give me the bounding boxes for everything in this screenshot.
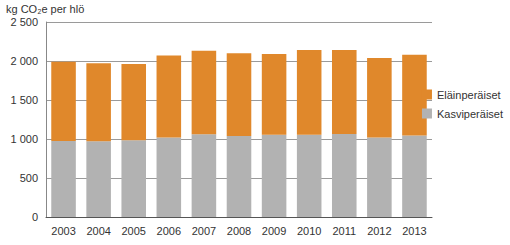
- svg-text:2 500: 2 500: [10, 16, 38, 28]
- svg-text:Kasviperäiset: Kasviperäiset: [437, 108, 503, 120]
- svg-text:2004: 2004: [86, 225, 110, 237]
- svg-text:2006: 2006: [157, 225, 181, 237]
- svg-text:1 500: 1 500: [10, 94, 38, 106]
- svg-text:2008: 2008: [227, 225, 251, 237]
- svg-text:2009: 2009: [262, 225, 286, 237]
- svg-text:2005: 2005: [121, 225, 145, 237]
- svg-text:2 000: 2 000: [10, 55, 38, 67]
- svg-text:2007: 2007: [192, 225, 216, 237]
- svg-text:2003: 2003: [51, 225, 75, 237]
- svg-text:1 000: 1 000: [10, 133, 38, 145]
- svg-text:2012: 2012: [367, 225, 391, 237]
- svg-text:2010: 2010: [297, 225, 321, 237]
- svg-text:0: 0: [32, 211, 38, 223]
- svg-text:500: 500: [20, 172, 38, 184]
- svg-text:kg CO₂e per hlö: kg CO₂e per hlö: [6, 3, 84, 15]
- svg-text:2011: 2011: [332, 225, 356, 237]
- svg-text:Eläinperäiset: Eläinperäiset: [437, 89, 501, 101]
- svg-text:2013: 2013: [402, 225, 426, 237]
